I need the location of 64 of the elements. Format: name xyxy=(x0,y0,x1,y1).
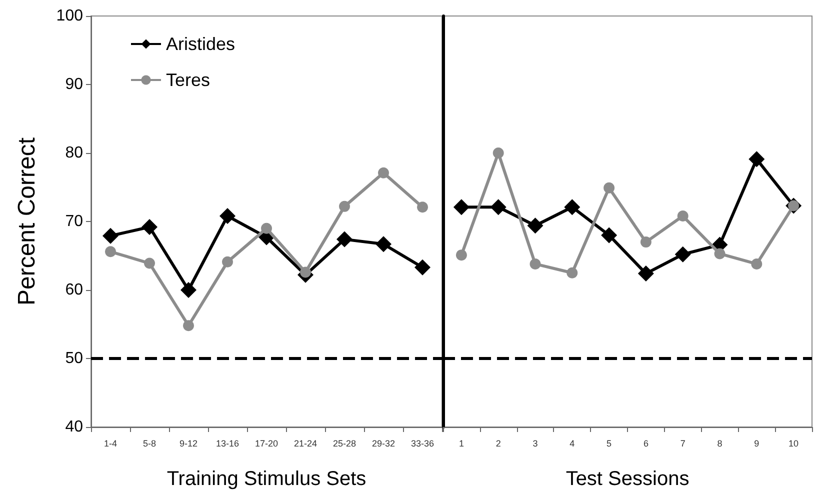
x-tick-label: 7 xyxy=(680,438,686,448)
x-tick-label: 33-36 xyxy=(410,438,434,448)
point xyxy=(674,246,691,262)
point xyxy=(714,248,726,260)
x-tick-label: 6 xyxy=(643,438,648,448)
point xyxy=(640,236,652,248)
x-axis-title: Training Stimulus Sets xyxy=(166,468,366,490)
x-tick-label: 9-12 xyxy=(179,438,198,448)
y-tick-label: 80 xyxy=(65,144,84,162)
point xyxy=(601,227,618,244)
point xyxy=(183,320,194,332)
legend-label: Aristides xyxy=(166,34,236,54)
legend-label: Teres xyxy=(166,70,210,90)
x-tick-label: 5-8 xyxy=(142,438,156,448)
point xyxy=(490,199,506,216)
x-axis-title: Test Sessions xyxy=(566,468,690,490)
x-tick-label: 17-20 xyxy=(254,438,278,448)
point xyxy=(638,266,654,282)
x-tick-label: 13-16 xyxy=(216,438,240,448)
x-tick-label: 1 xyxy=(458,438,464,448)
point xyxy=(102,228,118,244)
y-tick-label: 40 xyxy=(65,418,84,436)
x-tick-label: 10 xyxy=(788,438,799,448)
point xyxy=(414,259,430,276)
x-tick-label: 5 xyxy=(606,438,612,448)
x-tick-label: 1-4 xyxy=(104,438,118,448)
y-tick-label: 50 xyxy=(65,350,84,367)
point xyxy=(417,202,428,213)
point xyxy=(336,231,352,248)
y-axis-title: Percent Correct xyxy=(14,137,40,306)
point xyxy=(530,258,541,270)
point xyxy=(456,250,467,261)
y-tick-label: 90 xyxy=(65,76,84,93)
point xyxy=(339,200,350,212)
x-tick-label: 29-32 xyxy=(372,438,396,448)
point xyxy=(677,210,688,222)
point xyxy=(180,282,196,298)
x-tick-label: 21-24 xyxy=(294,438,318,448)
point xyxy=(376,236,392,252)
point xyxy=(261,222,272,234)
x-tick-label: 8 xyxy=(717,438,722,448)
point xyxy=(142,218,158,235)
x-tick-label: 25-28 xyxy=(332,438,356,448)
point xyxy=(300,266,311,278)
point xyxy=(564,199,580,216)
x-tick-label: 2 xyxy=(496,438,501,448)
point xyxy=(566,267,578,278)
point xyxy=(105,246,116,258)
y-tick-label: 60 xyxy=(65,282,84,298)
point xyxy=(222,256,233,268)
x-tick-label: 4 xyxy=(570,438,575,448)
point xyxy=(604,182,615,194)
point xyxy=(751,258,762,270)
x-tick-label: 9 xyxy=(754,438,760,448)
point xyxy=(220,208,236,224)
x-tick-label: 3 xyxy=(532,438,538,448)
point xyxy=(527,218,544,234)
y-tick-label: 100 xyxy=(56,8,84,24)
point xyxy=(492,148,504,158)
point xyxy=(144,258,155,269)
y-tick-label: 70 xyxy=(65,213,84,230)
point xyxy=(453,199,470,216)
point xyxy=(748,151,765,168)
point xyxy=(378,167,389,178)
